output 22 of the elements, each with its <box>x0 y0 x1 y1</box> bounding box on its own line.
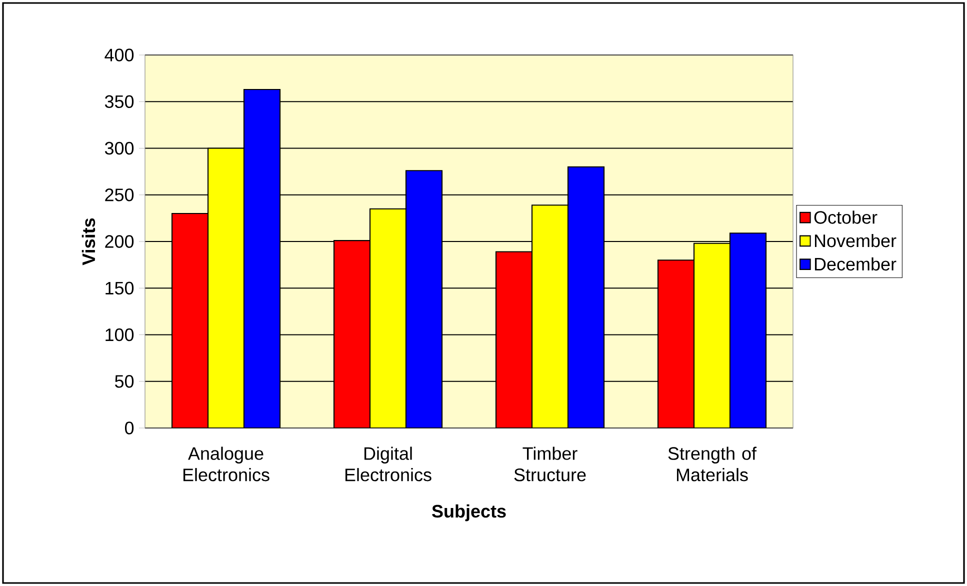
y-tick-label: 200 <box>105 235 134 248</box>
y-tick-label: 300 <box>104 142 134 155</box>
legend-label: October <box>814 210 878 224</box>
legend-label: December <box>814 257 896 271</box>
x-tick-label: Analogue Electronics <box>183 446 270 482</box>
y-tick-label: 0 <box>124 422 134 434</box>
y-axis-title: Visits <box>82 218 96 266</box>
y-tick-label: 100 <box>106 328 134 342</box>
x-tick-label: Strength of Materials <box>668 446 757 482</box>
y-tick-label: 250 <box>105 188 134 202</box>
y-tick-label: 400 <box>104 48 134 62</box>
legend-label: November <box>814 234 896 248</box>
x-axis-title: Subjects <box>432 504 506 522</box>
x-tick-label: Timber Structure <box>514 446 586 482</box>
y-tick-label: 50 <box>114 375 134 388</box>
x-tick-label: Digital Electronics <box>345 446 432 482</box>
bar <box>405 170 443 428</box>
y-tick-label: 150 <box>106 282 134 294</box>
bar <box>567 166 605 428</box>
bar <box>243 88 281 428</box>
y-tick-label: 350 <box>104 95 134 108</box>
bar <box>729 232 767 428</box>
